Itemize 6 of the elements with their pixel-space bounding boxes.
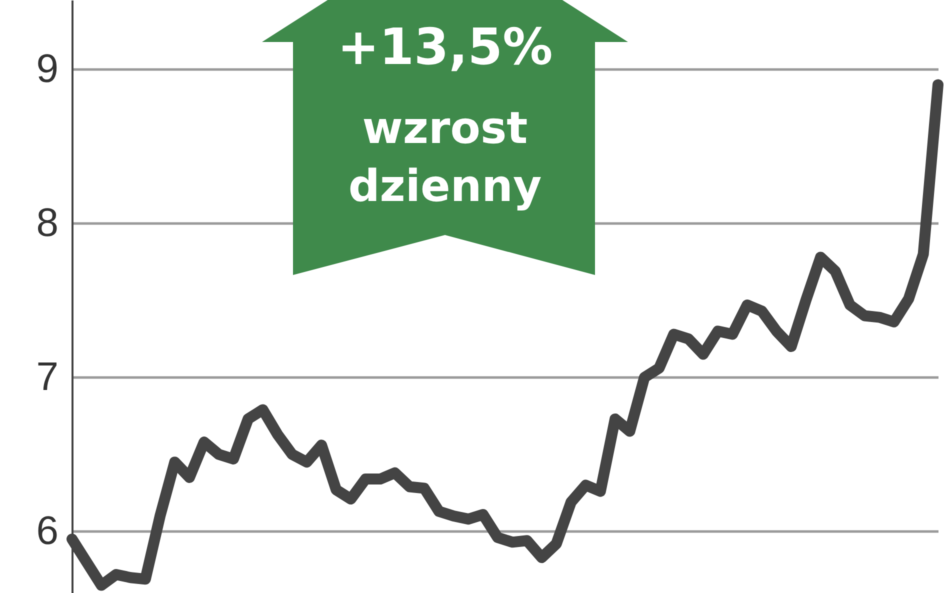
- annotation: wzrost dzienny: [347, 102, 543, 214]
- y-tick-label: 6: [36, 508, 58, 553]
- y-tick-label: 7: [36, 354, 58, 399]
- y-tick-label: 8: [36, 200, 58, 245]
- y-tick-label: 9: [36, 46, 58, 91]
- annotation: +13,5%: [336, 18, 554, 76]
